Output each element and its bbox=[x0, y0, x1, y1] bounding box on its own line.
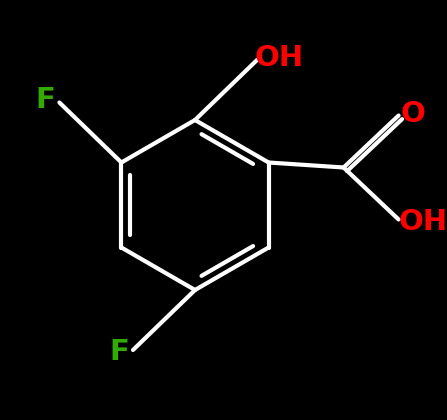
Text: OH: OH bbox=[398, 208, 447, 236]
Text: F: F bbox=[35, 87, 55, 115]
Text: O: O bbox=[400, 100, 425, 128]
Text: OH: OH bbox=[254, 44, 304, 72]
Text: F: F bbox=[109, 338, 129, 366]
